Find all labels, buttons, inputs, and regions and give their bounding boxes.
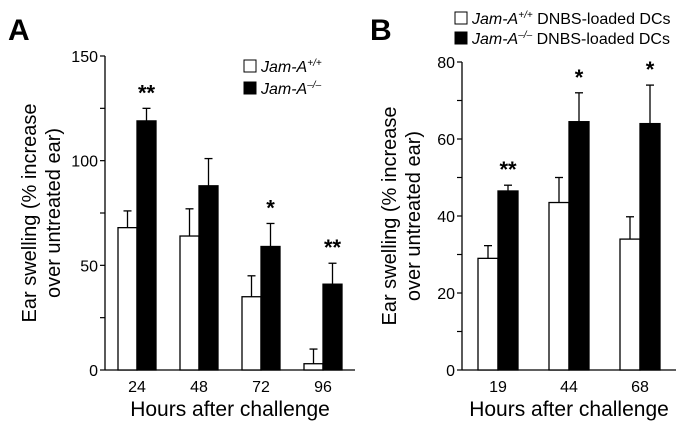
bar-wildtype-72 [241, 296, 262, 371]
bar-knockout-68 [639, 122, 661, 371]
bar-knockout-72 [260, 245, 281, 371]
bar-wildtype-24 [117, 227, 138, 371]
significance-marker: ** [499, 157, 517, 182]
panel-label: B [370, 14, 392, 47]
legend-swatch [243, 81, 257, 95]
bar-knockout-24 [136, 120, 157, 371]
y-tick-label: 100 [71, 154, 98, 171]
y-axis-label: over untreated ear) [403, 131, 425, 301]
y-axis-label: Ear swelling (% increase [379, 107, 401, 326]
y-tick-label: 0 [89, 363, 98, 380]
legend-swatch [454, 31, 468, 45]
bar-wildtype-68 [619, 238, 641, 371]
significance-marker: * [646, 57, 655, 82]
significance-marker: ** [138, 80, 156, 105]
bar-wildtype-44 [548, 201, 570, 371]
y-tick-label: 60 [437, 132, 455, 149]
legend-entry: Jam-A–/– [260, 80, 322, 98]
error-bar [204, 157, 213, 186]
y-tick-label: 150 [71, 49, 98, 66]
y-tick-label: 0 [446, 363, 455, 380]
x-tick-label: 44 [560, 379, 578, 396]
bar-knockout-96 [322, 283, 343, 371]
bar-knockout-48 [198, 185, 219, 371]
panel-B: B 0 20 40 60 80 Ear swelling (% increase over u… [370, 10, 676, 421]
error-bar [123, 210, 132, 228]
y-axis-label: Ear swelling (% increase [19, 104, 41, 323]
error-bar [142, 107, 151, 121]
legend: Jam-A+/+ Jam-A–/– [243, 58, 322, 98]
x-tick-label: 72 [252, 379, 270, 396]
legend-swatch [243, 59, 257, 73]
x-tick-label: 24 [128, 379, 146, 396]
panel-A: A 0 50 100 150 Ear swelling (% increase over u… [8, 14, 355, 421]
x-axis-label: Hours after challenge [469, 398, 669, 421]
bar-knockout-44 [568, 121, 590, 371]
panel-label: A [8, 14, 30, 47]
error-bar [575, 92, 583, 122]
legend-entry: Jam-A+/+ DNBS-loaded DCs [471, 10, 671, 28]
significance-marker: ** [324, 235, 342, 260]
x-tick-label: 68 [631, 379, 649, 396]
error-bar [646, 84, 654, 124]
error-bar [328, 262, 337, 285]
bar-wildtype-96 [303, 363, 324, 371]
y-tick-label: 20 [437, 286, 455, 303]
legend: Jam-A+/+ DNBS-loaded DCs Jam-A–/– DNBS-lo… [454, 10, 671, 48]
legend-entry: Jam-A+/+ [260, 58, 322, 76]
significance-marker: * [575, 65, 584, 90]
error-bar [309, 348, 318, 364]
significance-marker: * [266, 195, 275, 220]
error-bar [185, 208, 194, 237]
y-axis-label: over untreated ear) [43, 128, 65, 298]
x-tick-label: 96 [314, 379, 332, 396]
legend-entry: Jam-A–/– DNBS-loaded DCs [471, 30, 670, 48]
error-bar [504, 184, 512, 191]
x-axis-label: Hours after challenge [130, 398, 330, 421]
y-tick-label: 50 [80, 258, 98, 275]
error-bar [247, 275, 256, 297]
bar-knockout-19 [497, 190, 519, 371]
x-tick-label: 48 [190, 379, 208, 396]
bar-wildtype-48 [179, 235, 200, 371]
error-bar [266, 222, 275, 247]
bar-wildtype-19 [477, 257, 499, 371]
x-tick-label: 19 [489, 379, 507, 396]
y-tick-label: 80 [437, 55, 455, 72]
y-tick-label: 40 [437, 209, 455, 226]
legend-swatch [454, 11, 468, 25]
